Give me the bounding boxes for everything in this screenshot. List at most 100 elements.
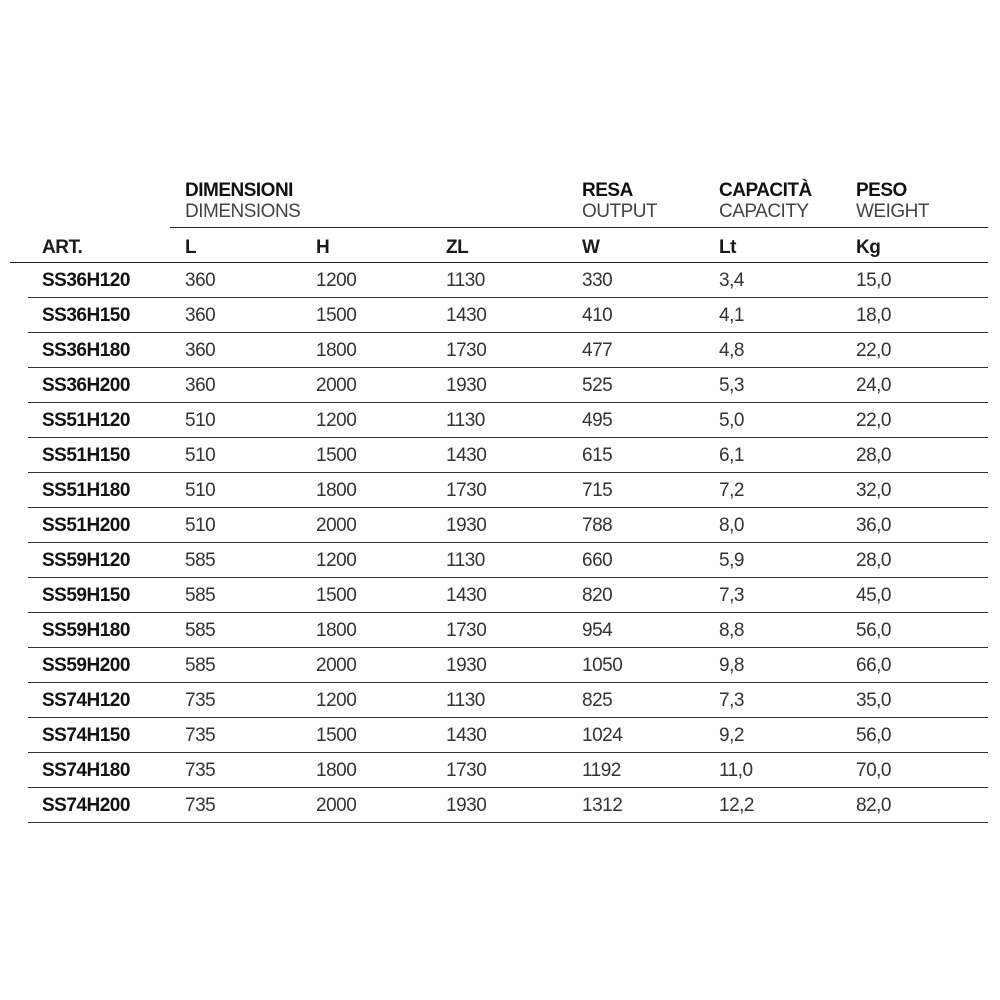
column-header-row: ART. L H ZL W Lt Kg bbox=[10, 234, 988, 263]
table-cell: 24,0 bbox=[856, 375, 891, 396]
table-cell: 360 bbox=[185, 305, 216, 326]
group-title-en: OUTPUT bbox=[582, 201, 658, 222]
table-cell: 1200 bbox=[316, 270, 357, 291]
table-cell: 1430 bbox=[446, 445, 487, 466]
column-header: Kg bbox=[856, 237, 881, 258]
table-cell: 1930 bbox=[446, 655, 487, 676]
table-cell: 410 bbox=[582, 305, 613, 326]
table-cell: 70,0 bbox=[856, 760, 891, 781]
table-cell: 715 bbox=[582, 480, 613, 501]
table-cell: 3,4 bbox=[719, 270, 744, 291]
table-row: SS36H180 360 1800 1730 477 4,8 22,0 bbox=[28, 333, 988, 368]
table-row: SS74H180 735 1800 1730 1192 11,0 70,0 bbox=[28, 753, 988, 788]
article-code: SS36H120 bbox=[42, 270, 130, 291]
table-cell: 2000 bbox=[316, 375, 357, 396]
table-cell: 7,3 bbox=[719, 585, 744, 606]
column-header: ZL bbox=[446, 237, 469, 258]
article-code: SS36H180 bbox=[42, 340, 130, 361]
table-cell: 1500 bbox=[316, 725, 357, 746]
table-cell: 1730 bbox=[446, 480, 487, 501]
group-header-weight: PESO WEIGHT bbox=[856, 180, 930, 222]
table-cell: 1730 bbox=[446, 760, 487, 781]
table-cell: 7,3 bbox=[719, 690, 744, 711]
article-code: SS74H200 bbox=[42, 795, 130, 816]
table-cell: 615 bbox=[582, 445, 613, 466]
spec-table-body: SS36H120 360 1200 1130 330 3,4 15,0 SS36H150 360… bbox=[28, 263, 988, 823]
table-cell: 510 bbox=[185, 410, 216, 431]
table-cell: 585 bbox=[185, 655, 216, 676]
table-row: SS51H200 510 2000 1930 788 8,0 36,0 bbox=[28, 508, 988, 543]
table-cell: 820 bbox=[582, 585, 613, 606]
article-code: SS36H200 bbox=[42, 375, 130, 396]
table-cell: 477 bbox=[582, 340, 613, 361]
table-row: SS36H120 360 1200 1130 330 3,4 15,0 bbox=[28, 263, 988, 298]
table-cell: 360 bbox=[185, 340, 216, 361]
group-title-it: DIMENSIONI bbox=[185, 180, 293, 201]
table-cell: 18,0 bbox=[856, 305, 891, 326]
table-cell: 660 bbox=[582, 550, 613, 571]
table-cell: 45,0 bbox=[856, 585, 891, 606]
table-cell: 2000 bbox=[316, 515, 357, 536]
table-cell: 9,2 bbox=[719, 725, 744, 746]
table-cell: 1800 bbox=[316, 480, 357, 501]
table-cell: 495 bbox=[582, 410, 613, 431]
article-code: SS36H150 bbox=[42, 305, 130, 326]
table-cell: 1430 bbox=[446, 725, 487, 746]
table-cell: 1130 bbox=[446, 270, 485, 291]
article-code: SS74H180 bbox=[42, 760, 130, 781]
table-cell: 510 bbox=[185, 515, 216, 536]
table-cell: 8,8 bbox=[719, 620, 744, 641]
table-row: SS59H180 585 1800 1730 954 8,8 56,0 bbox=[28, 613, 988, 648]
table-cell: 510 bbox=[185, 480, 216, 501]
table-cell: 66,0 bbox=[856, 655, 891, 676]
table-cell: 9,8 bbox=[719, 655, 744, 676]
group-title-en: WEIGHT bbox=[856, 201, 930, 222]
table-cell: 5,9 bbox=[719, 550, 744, 571]
article-code: SS51H150 bbox=[42, 445, 130, 466]
table-cell: 4,1 bbox=[719, 305, 744, 326]
column-header: ART. bbox=[42, 237, 83, 258]
table-cell: 735 bbox=[185, 690, 216, 711]
table-cell: 1800 bbox=[316, 760, 357, 781]
table-cell: 735 bbox=[185, 760, 216, 781]
table-row: SS59H200 585 2000 1930 1050 9,8 66,0 bbox=[28, 648, 988, 683]
table-cell: 360 bbox=[185, 375, 216, 396]
table-cell: 1130 bbox=[446, 690, 485, 711]
table-row: SS59H120 585 1200 1130 660 5,9 28,0 bbox=[28, 543, 988, 578]
group-title-it: PESO bbox=[856, 180, 907, 201]
table-cell: 12,2 bbox=[719, 795, 754, 816]
article-code: SS74H120 bbox=[42, 690, 130, 711]
table-row: SS36H150 360 1500 1430 410 4,1 18,0 bbox=[28, 298, 988, 333]
table-cell: 1930 bbox=[446, 375, 487, 396]
table-cell: 28,0 bbox=[856, 550, 891, 571]
group-title-it: CAPACITÀ bbox=[719, 180, 812, 201]
table-cell: 5,3 bbox=[719, 375, 744, 396]
table-row: SS51H120 510 1200 1130 495 5,0 22,0 bbox=[28, 403, 988, 438]
table-cell: 1730 bbox=[446, 620, 487, 641]
group-header-capacity: CAPACITÀ CAPACITY bbox=[719, 180, 812, 222]
table-cell: 360 bbox=[185, 270, 216, 291]
table-cell: 330 bbox=[582, 270, 613, 291]
column-header: Lt bbox=[719, 237, 736, 258]
article-code: SS51H120 bbox=[42, 410, 130, 431]
table-cell: 525 bbox=[582, 375, 613, 396]
table-cell: 1930 bbox=[446, 795, 487, 816]
table-cell: 32,0 bbox=[856, 480, 891, 501]
column-header: H bbox=[316, 237, 330, 258]
group-title-en: CAPACITY bbox=[719, 201, 809, 222]
table-cell: 28,0 bbox=[856, 445, 891, 466]
table-cell: 1050 bbox=[582, 655, 623, 676]
table-cell: 56,0 bbox=[856, 620, 891, 641]
table-cell: 1130 bbox=[446, 410, 485, 431]
table-cell: 1730 bbox=[446, 340, 487, 361]
table-cell: 825 bbox=[582, 690, 613, 711]
table-cell: 8,0 bbox=[719, 515, 744, 536]
table-cell: 35,0 bbox=[856, 690, 891, 711]
article-code: SS51H200 bbox=[42, 515, 130, 536]
table-cell: 1430 bbox=[446, 305, 487, 326]
table-cell: 1430 bbox=[446, 585, 487, 606]
table-cell: 22,0 bbox=[856, 410, 891, 431]
article-code: SS51H180 bbox=[42, 480, 130, 501]
group-title-en: DIMENSIONS bbox=[185, 201, 301, 222]
table-cell: 735 bbox=[185, 795, 216, 816]
